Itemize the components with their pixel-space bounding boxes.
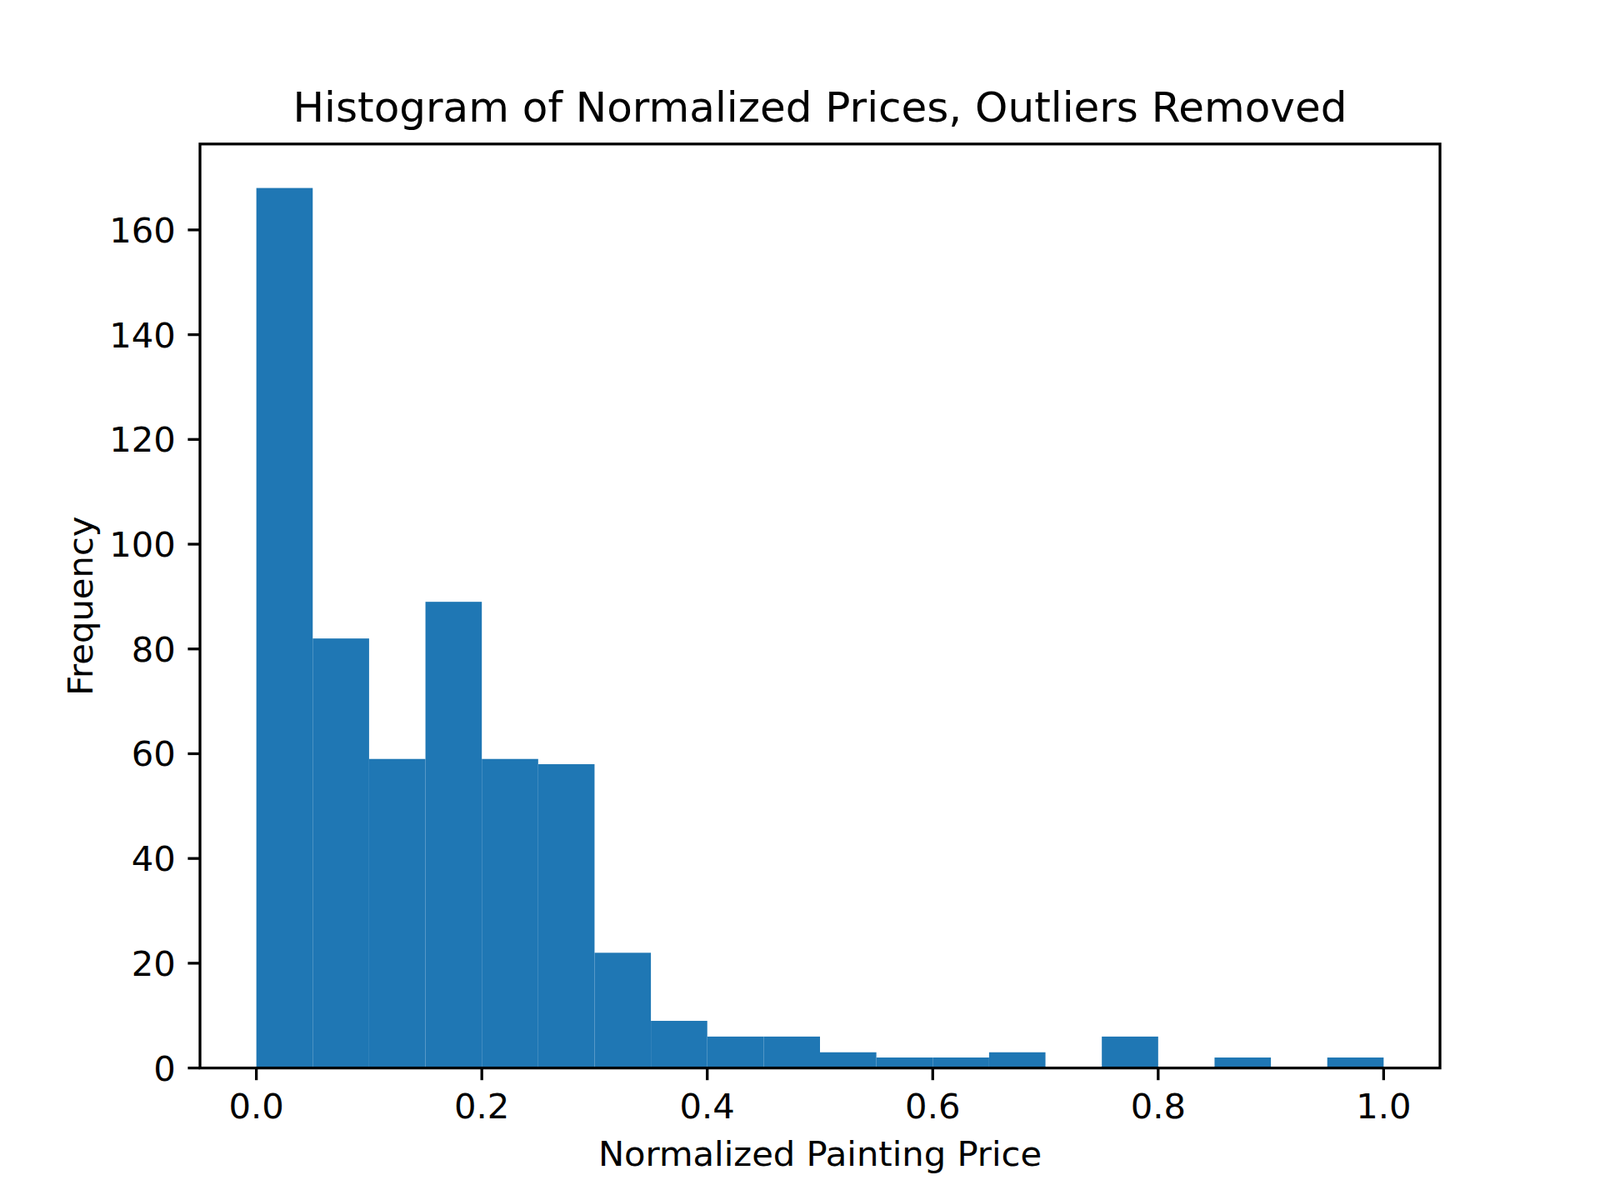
y-tick-label: 100 bbox=[109, 524, 176, 565]
histogram-bar bbox=[1214, 1057, 1271, 1069]
histogram-bar bbox=[1327, 1057, 1385, 1069]
histogram-bar bbox=[932, 1057, 990, 1069]
x-tick bbox=[480, 1068, 484, 1081]
histogram-bar bbox=[820, 1052, 877, 1069]
histogram-bar bbox=[876, 1057, 934, 1069]
x-tick bbox=[705, 1068, 709, 1081]
y-tick-label: 160 bbox=[109, 210, 176, 251]
y-tick bbox=[187, 1066, 200, 1070]
x-tick bbox=[1156, 1068, 1160, 1081]
histogram-bar bbox=[312, 638, 370, 1068]
histogram-bar bbox=[425, 601, 483, 1068]
x-tick bbox=[255, 1068, 258, 1081]
chart: 0.0 0.2 0.4 0.6 0.8 1.0 0 20 40 60 80 100 120 140 160 H… bbox=[0, 0, 1600, 1200]
histogram-bar bbox=[594, 952, 651, 1068]
y-tick-label: 120 bbox=[109, 419, 176, 460]
x-tick-label: 1.0 bbox=[1355, 1085, 1411, 1127]
x-tick-label: 0.6 bbox=[905, 1085, 960, 1127]
x-tick-label: 0.2 bbox=[454, 1085, 510, 1127]
histogram-bar bbox=[256, 188, 314, 1069]
y-tick bbox=[187, 333, 200, 336]
x-tick bbox=[931, 1068, 935, 1081]
y-tick bbox=[187, 961, 200, 965]
y-tick-label: 60 bbox=[131, 733, 176, 775]
x-tick bbox=[1382, 1068, 1385, 1081]
y-tick bbox=[187, 438, 200, 441]
x-tick-label: 0.8 bbox=[1130, 1085, 1186, 1127]
y-tick bbox=[187, 542, 200, 545]
plot-frame bbox=[200, 144, 1440, 1069]
x-tick-label: 0.0 bbox=[228, 1085, 284, 1127]
histogram-bar bbox=[763, 1036, 820, 1069]
histogram-bar bbox=[1101, 1036, 1159, 1069]
y-tick-label: 140 bbox=[109, 315, 176, 356]
histogram-bar bbox=[650, 1020, 708, 1069]
x-axis-label: Normalized Painting Price bbox=[598, 1133, 1042, 1175]
y-tick bbox=[187, 228, 200, 231]
y-tick-label: 0 bbox=[153, 1048, 176, 1090]
y-tick bbox=[187, 647, 200, 650]
histogram-bar bbox=[989, 1052, 1046, 1069]
histogram-bar bbox=[538, 764, 595, 1069]
bars bbox=[256, 188, 1385, 1069]
y-tick-label: 80 bbox=[131, 629, 176, 670]
y-tick bbox=[187, 752, 200, 755]
histogram-bar bbox=[369, 759, 426, 1069]
histogram-bar bbox=[481, 759, 539, 1069]
y-axis-label: Frequency bbox=[60, 516, 101, 696]
histogram-bar bbox=[707, 1036, 765, 1069]
x-tick-label: 0.4 bbox=[680, 1085, 735, 1127]
y-tick-label: 20 bbox=[131, 943, 176, 985]
y-tick-label: 40 bbox=[131, 838, 176, 880]
y-tick bbox=[187, 857, 200, 860]
chart-title: Histogram of Normalized Prices, Outliers… bbox=[293, 83, 1348, 132]
